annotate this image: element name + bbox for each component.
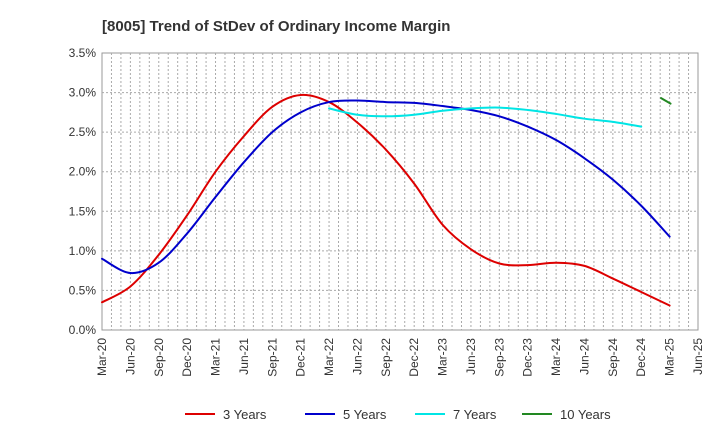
y-tick-label: 3.0% — [69, 86, 97, 100]
grid-lines — [102, 53, 698, 330]
y-tick-label: 0.0% — [69, 323, 97, 337]
x-tick-label: Mar-23 — [436, 338, 450, 376]
x-tick-label: Dec-22 — [407, 338, 421, 377]
y-tick-label: 2.5% — [69, 125, 97, 139]
y-tick-label: 2.0% — [69, 165, 97, 179]
x-tick-label: Sep-23 — [492, 338, 506, 377]
legend: 3 Years 5 Years 7 Years 10 Years — [185, 407, 611, 422]
series-line-10-years — [660, 97, 672, 105]
y-axis: 0.0% 0.5% 1.0% 1.5% 2.0% 2.5% 3.0% 3.5% — [69, 46, 97, 337]
x-tick-label: Jun-25 — [691, 338, 705, 375]
x-tick-label: Mar-20 — [95, 338, 109, 376]
series-line-5-years — [101, 99, 671, 275]
series-lines — [101, 93, 672, 307]
x-tick-label: Mar-24 — [549, 338, 563, 376]
x-tick-label: Mar-22 — [322, 338, 336, 376]
x-axis: Mar-20 Jun-20 Sep-20 Dec-20 Mar-21 Jun-21 Sep-… — [95, 338, 705, 377]
x-tick-label: Sep-22 — [379, 338, 393, 377]
legend-label: 5 Years — [343, 407, 387, 422]
x-tick-label: Dec-23 — [521, 338, 535, 377]
y-tick-label: 1.5% — [69, 204, 97, 218]
x-tick-label: Jun-20 — [123, 338, 137, 375]
x-tick-label: Sep-24 — [606, 338, 620, 377]
series-line-7-years — [328, 106, 643, 128]
y-tick-label: 3.5% — [69, 46, 97, 60]
x-tick-label: Jun-22 — [350, 338, 364, 375]
chart-title: [8005] Trend of StDev of Ordinary Income… — [102, 18, 450, 35]
x-tick-label: Sep-21 — [265, 338, 279, 377]
x-tick-label: Jun-23 — [464, 338, 478, 375]
legend-label: 10 Years — [560, 407, 611, 422]
x-tick-label: Dec-21 — [294, 338, 308, 377]
x-tick-label: Jun-21 — [237, 338, 251, 375]
x-tick-label: Mar-21 — [209, 338, 223, 376]
x-tick-label: Mar-25 — [663, 338, 677, 376]
legend-label: 3 Years — [223, 407, 267, 422]
x-tick-label: Dec-24 — [634, 338, 648, 377]
plot-area — [101, 52, 699, 331]
legend-label: 7 Years — [453, 407, 497, 422]
y-tick-label: 0.5% — [69, 283, 97, 297]
x-tick-label: Jun-24 — [577, 338, 591, 375]
series-line-3-years — [101, 93, 671, 307]
x-tick-label: Dec-20 — [180, 338, 194, 377]
y-tick-label: 1.0% — [69, 244, 97, 258]
x-tick-label: Sep-20 — [152, 338, 166, 377]
